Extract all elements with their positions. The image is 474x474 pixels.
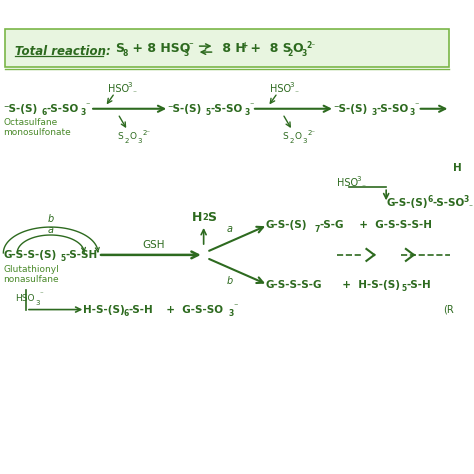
Text: G-S-(S): G-S-(S) xyxy=(386,198,428,208)
Text: O: O xyxy=(292,42,303,55)
Text: -S-SH: -S-SH xyxy=(65,250,98,260)
Text: ⁻S-(S): ⁻S-(S) xyxy=(3,104,37,114)
Text: H: H xyxy=(192,210,202,224)
Text: ⁻S-(S): ⁻S-(S) xyxy=(333,104,367,114)
Text: HSO: HSO xyxy=(108,84,129,94)
Text: 6: 6 xyxy=(124,309,129,318)
Text: 2⁻: 2⁻ xyxy=(143,129,151,136)
Text: ⁻: ⁻ xyxy=(294,88,299,97)
Text: Glutathionyl: Glutathionyl xyxy=(3,265,59,274)
Text: 3: 3 xyxy=(244,108,249,117)
Text: O: O xyxy=(294,132,301,141)
Text: 2: 2 xyxy=(288,48,293,57)
Text: H: H xyxy=(453,164,462,173)
Text: 3: 3 xyxy=(184,48,189,57)
Text: S: S xyxy=(115,42,124,55)
Text: 6: 6 xyxy=(428,195,433,204)
Text: nonasulfane: nonasulfane xyxy=(3,275,59,284)
Text: + 8 HSO: + 8 HSO xyxy=(128,42,190,55)
Text: +  G-S-S-S-H: + G-S-S-S-H xyxy=(352,220,432,230)
FancyBboxPatch shape xyxy=(5,29,449,67)
Text: 3: 3 xyxy=(137,137,142,144)
Text: ⁻: ⁻ xyxy=(85,100,90,109)
Text: 3: 3 xyxy=(356,176,361,182)
Text: ⁻: ⁻ xyxy=(249,100,254,109)
Text: 2: 2 xyxy=(125,137,129,144)
Text: G-S-(S): G-S-(S) xyxy=(266,220,307,230)
Text: O: O xyxy=(130,132,137,141)
Text: a: a xyxy=(226,224,232,234)
Text: 8: 8 xyxy=(123,48,128,57)
Text: S: S xyxy=(283,132,288,141)
Text: -S-H: -S-H xyxy=(128,305,154,315)
Text: 3: 3 xyxy=(463,195,468,204)
Text: ⁻S-(S): ⁻S-(S) xyxy=(167,104,201,114)
Text: b: b xyxy=(47,214,54,224)
Text: (R: (R xyxy=(443,305,454,315)
Text: ⁻: ⁻ xyxy=(233,301,237,310)
Text: +: + xyxy=(241,41,247,50)
Text: H-S-(S): H-S-(S) xyxy=(83,305,125,315)
Text: 5: 5 xyxy=(61,255,66,264)
Text: 3: 3 xyxy=(301,48,307,57)
Text: HSO: HSO xyxy=(15,294,35,303)
Text: 2⁻: 2⁻ xyxy=(307,129,315,136)
Text: 5: 5 xyxy=(402,284,407,293)
Text: +  G-S-SO: + G-S-SO xyxy=(159,305,223,315)
Text: 8 H: 8 H xyxy=(219,42,246,55)
Text: 3: 3 xyxy=(371,108,377,117)
Text: a: a xyxy=(48,225,54,235)
Text: 3: 3 xyxy=(410,108,415,117)
Text: ⁻: ⁻ xyxy=(468,203,472,212)
Text: 3: 3 xyxy=(128,82,132,88)
Text: ⁻: ⁻ xyxy=(415,100,419,109)
Text: ⁻: ⁻ xyxy=(189,41,193,50)
Text: ⁻: ⁻ xyxy=(362,183,365,192)
Text: 3: 3 xyxy=(302,137,307,144)
Text: -S-G: -S-G xyxy=(319,220,344,230)
Text: 2: 2 xyxy=(290,137,294,144)
Text: b: b xyxy=(226,276,233,286)
Text: +  H-S-(S): + H-S-(S) xyxy=(335,280,400,290)
Text: 6: 6 xyxy=(42,108,47,117)
Text: ⁻: ⁻ xyxy=(40,292,44,298)
Text: HSO: HSO xyxy=(337,178,358,188)
Text: Octasulfane: Octasulfane xyxy=(3,118,58,127)
Text: GSH: GSH xyxy=(143,240,165,250)
Text: 2⁻: 2⁻ xyxy=(306,41,316,50)
Text: +  8 S: + 8 S xyxy=(246,42,292,55)
Text: -S-SO: -S-SO xyxy=(376,104,409,114)
Text: ⁻: ⁻ xyxy=(133,88,137,97)
Text: -S-H: -S-H xyxy=(407,280,432,290)
Text: G-S-S-(S): G-S-S-(S) xyxy=(3,250,56,260)
Text: 2: 2 xyxy=(203,213,209,222)
Text: 3: 3 xyxy=(290,82,294,88)
Text: 7: 7 xyxy=(314,225,319,234)
Text: HSO: HSO xyxy=(270,84,291,94)
Text: 5: 5 xyxy=(206,108,211,117)
Text: 3: 3 xyxy=(80,108,86,117)
Text: -S-SO: -S-SO xyxy=(433,198,465,208)
Text: monosulfonate: monosulfonate xyxy=(3,128,71,137)
Text: S: S xyxy=(118,132,124,141)
Text: S: S xyxy=(208,210,217,224)
Text: -S-SO: -S-SO xyxy=(210,104,243,114)
Text: Total reaction:: Total reaction: xyxy=(15,45,111,58)
Text: 3: 3 xyxy=(228,309,234,318)
Text: 3: 3 xyxy=(35,300,39,306)
Text: -S-SO: -S-SO xyxy=(47,104,79,114)
Text: G-S-S-S-G: G-S-S-S-G xyxy=(266,280,322,290)
